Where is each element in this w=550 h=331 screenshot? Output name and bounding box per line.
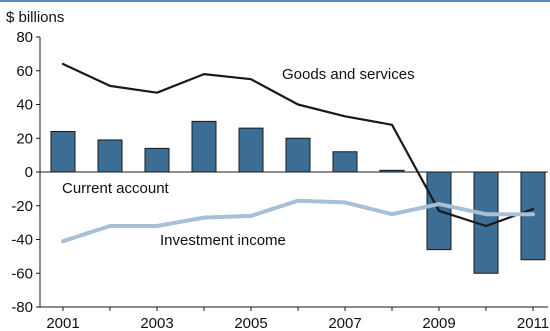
y-tick-label: -60 bbox=[11, 265, 33, 282]
bar-current-account-2005 bbox=[238, 127, 264, 173]
line-investment-income bbox=[61, 198, 535, 244]
x-tick-label: 2011 bbox=[517, 315, 549, 331]
bar-current-account-2007 bbox=[332, 151, 358, 173]
series-label-investment-income: Investment income bbox=[160, 232, 286, 249]
x-tick-label: 2001 bbox=[46, 315, 79, 331]
bar-current-account-2004 bbox=[191, 120, 217, 173]
bar-current-account-2009 bbox=[426, 171, 452, 251]
x-tick-label: 2007 bbox=[328, 315, 361, 331]
y-tick-label: -20 bbox=[11, 198, 33, 215]
bar-current-account-2002 bbox=[97, 139, 123, 173]
y-tick-label: 80 bbox=[16, 29, 33, 46]
x-tick-label: 2005 bbox=[234, 315, 267, 331]
x-tick-label: 2003 bbox=[140, 315, 173, 331]
y-tick-label: 40 bbox=[16, 97, 33, 114]
y-tick-label: -80 bbox=[11, 299, 33, 316]
bar-current-account-2006 bbox=[285, 137, 311, 173]
y-axis-unit-label: $ billions bbox=[6, 9, 64, 26]
y-tick-label: 60 bbox=[16, 63, 33, 80]
y-tick-label: 0 bbox=[25, 164, 33, 181]
x-tick-label: 2009 bbox=[422, 315, 455, 331]
line-goods-and-services bbox=[61, 62, 535, 228]
series-label-goods-and-services: Goods and services bbox=[282, 66, 415, 83]
series-label-current-account: Current account bbox=[62, 180, 170, 197]
y-tick-label: -40 bbox=[11, 232, 33, 249]
plot-area: 80 60 40 20 0 -20 -40 -60 -80 2001 2003 2005 2007 200… bbox=[11, 29, 549, 331]
y-tick-label: 20 bbox=[16, 130, 33, 147]
bar-current-account-2003 bbox=[144, 147, 170, 173]
bar-current-account-2001 bbox=[50, 131, 76, 173]
